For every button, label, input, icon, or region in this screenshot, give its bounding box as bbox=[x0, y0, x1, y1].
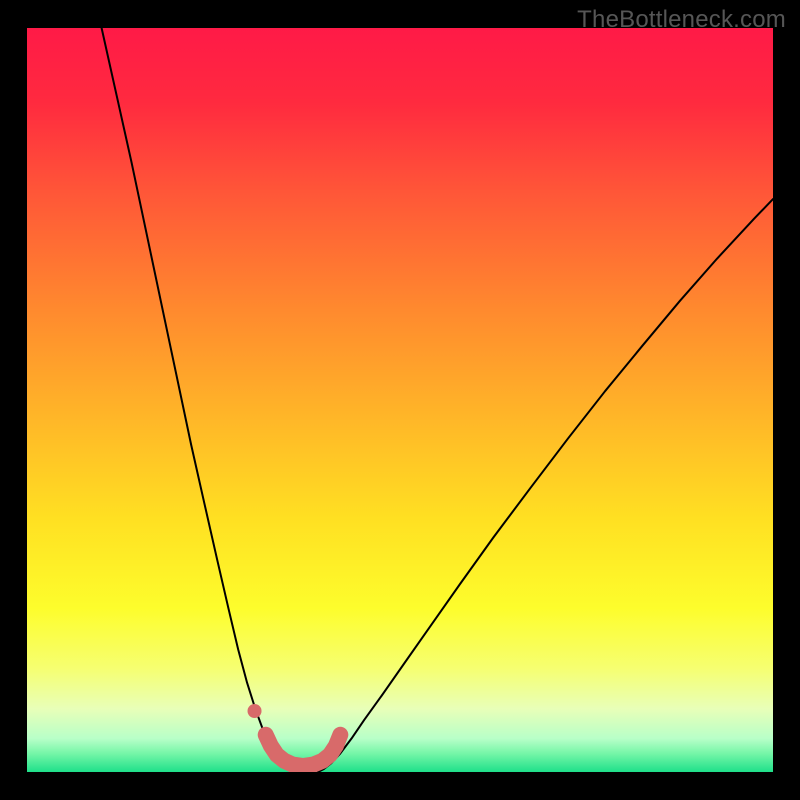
chart-svg bbox=[27, 28, 773, 772]
chart-frame: TheBottleneck.com bbox=[0, 0, 800, 800]
gradient-background bbox=[27, 28, 773, 772]
plot-area bbox=[27, 28, 773, 772]
marker-dot bbox=[248, 704, 262, 718]
